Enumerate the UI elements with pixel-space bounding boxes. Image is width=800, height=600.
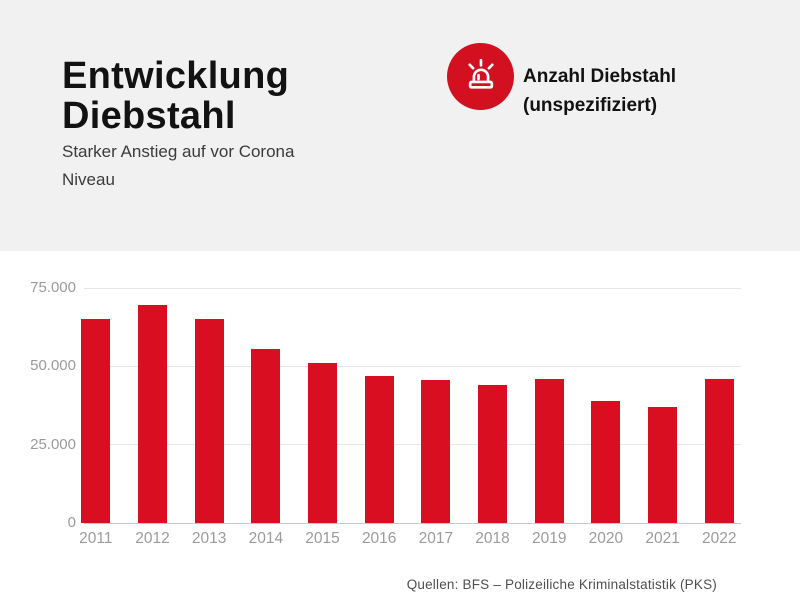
bar-2013 xyxy=(194,319,224,523)
bar-2015 xyxy=(308,363,338,523)
xtick-label-2016: 2016 xyxy=(361,530,397,547)
ytick-label-75000: 75.000 xyxy=(30,279,76,296)
x-axis-line xyxy=(84,522,741,524)
xtick-label-2018: 2018 xyxy=(475,530,510,547)
xtick-label-2011: 2011 xyxy=(79,530,113,547)
gridline-75000 xyxy=(84,287,741,289)
page-subtitle: Starker Anstieg auf vor Corona Niveau xyxy=(62,142,295,189)
bar-2012 xyxy=(137,305,167,523)
page-title: Entwicklung Diebstahl xyxy=(62,55,290,137)
bar-2022 xyxy=(704,378,734,523)
xtick-label-2019: 2019 xyxy=(531,530,567,547)
bar-2016 xyxy=(364,375,394,523)
ytick-label-50000: 50.000 xyxy=(30,357,76,375)
bar-2014 xyxy=(251,349,281,523)
xtick-label-2022: 2022 xyxy=(702,530,737,547)
siren-icon xyxy=(461,54,501,99)
ytick-label-0: 0 xyxy=(67,514,76,531)
bar-2019 xyxy=(534,378,564,523)
legend-circle xyxy=(447,43,514,110)
gridline-50000 xyxy=(84,365,741,367)
bar-2011 xyxy=(81,319,111,523)
xtick-label-2017: 2017 xyxy=(418,530,454,547)
source-note: Quellen: BFS – Polizeiliche Kriminalstat… xyxy=(406,577,717,592)
legend-label: Anzahl Diebstahl (unspezifiziert) xyxy=(523,66,677,116)
xtick-label-2021: 2021 xyxy=(645,530,680,547)
gridline-25000 xyxy=(84,444,741,446)
xtick-label-2013: 2013 xyxy=(191,530,227,547)
bar-2021 xyxy=(648,407,678,523)
bar-2018 xyxy=(478,385,508,523)
bar-2017 xyxy=(421,380,451,523)
xtick-label-2012: 2012 xyxy=(135,530,170,547)
xtick-label-2015: 2015 xyxy=(305,530,340,547)
ytick-label-25000: 25.000 xyxy=(30,435,76,453)
bar-2020 xyxy=(591,400,621,523)
xtick-label-2014: 2014 xyxy=(248,530,284,547)
header: Entwicklung Diebstahl Starker Anstieg au… xyxy=(0,0,800,251)
xtick-label-2020: 2020 xyxy=(588,530,624,547)
